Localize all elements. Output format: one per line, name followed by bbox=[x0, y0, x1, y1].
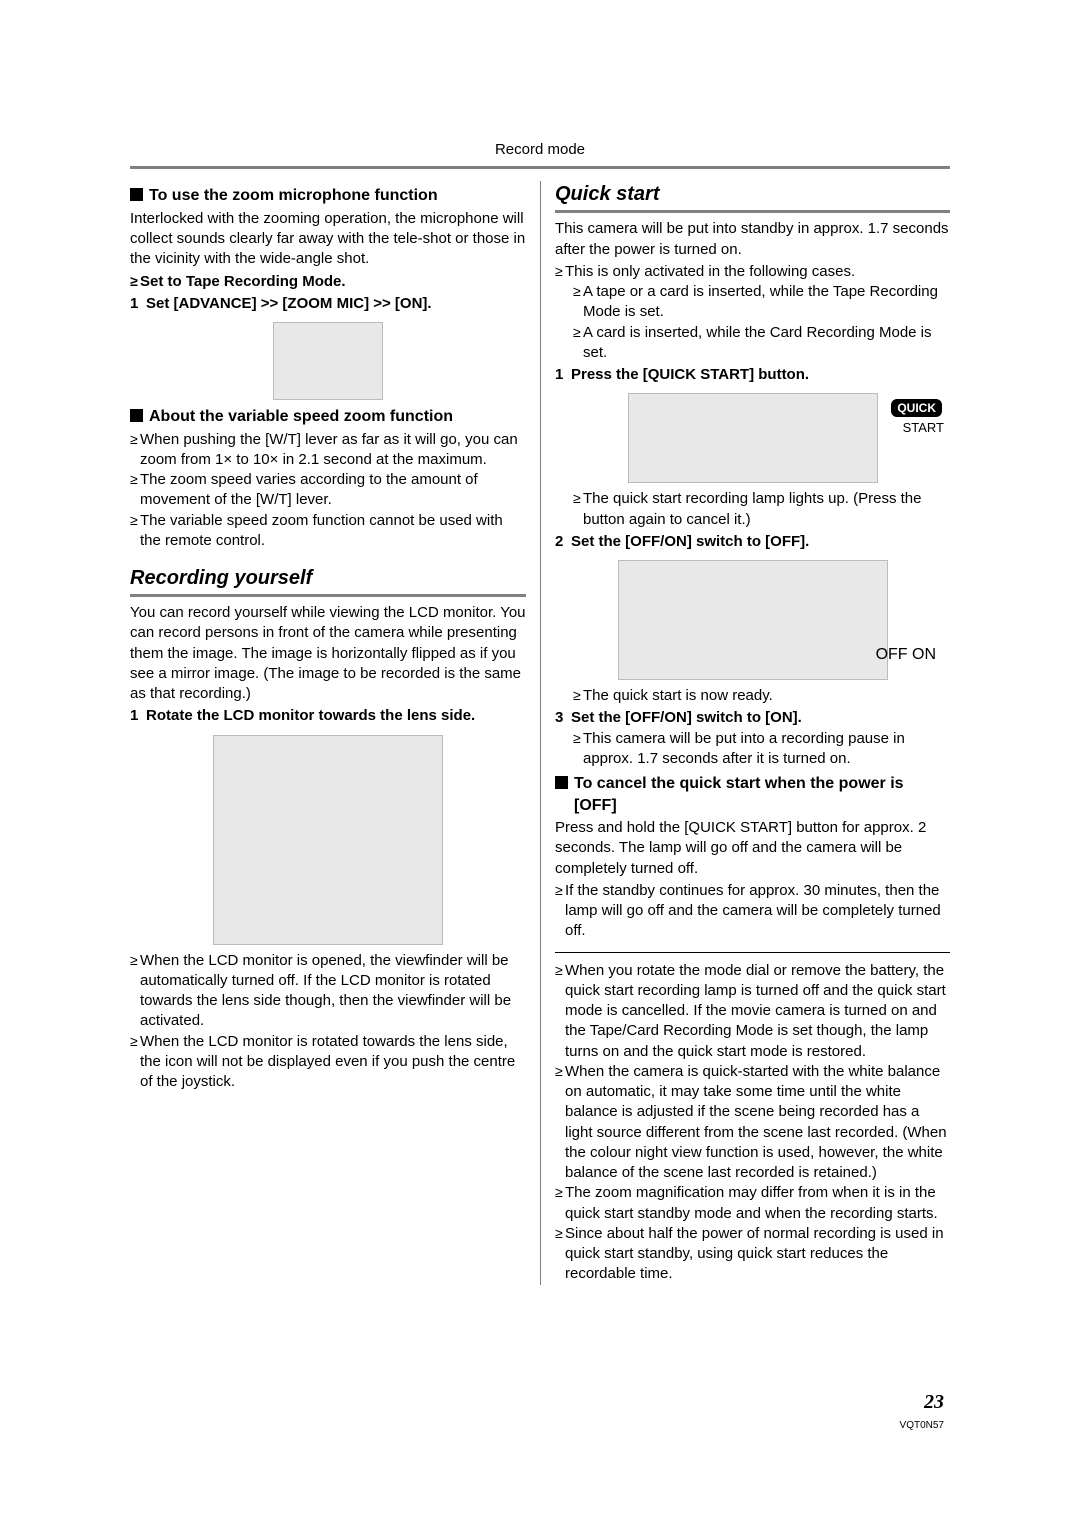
var-zoom-b3: ≥ The variable speed zoom function canno… bbox=[130, 511, 526, 552]
quick-b1b-text: A card is inserted, while the Card Recor… bbox=[583, 323, 950, 364]
zoom-mic-heading-text: To use the zoom microphone function bbox=[149, 185, 438, 207]
right-column: Quick start This camera will be put into… bbox=[540, 181, 950, 1284]
quick-badge-sub: START bbox=[903, 419, 944, 437]
rec-self-b1: ≥ When the LCD monitor is opened, the vi… bbox=[130, 951, 526, 1032]
zoom-mic-heading: To use the zoom microphone function bbox=[130, 185, 526, 207]
doc-code: VQT0N57 bbox=[900, 1419, 944, 1433]
quick-step-3: 3 Set the [OFF/ON] switch to [ON]. bbox=[555, 708, 950, 728]
cancel-b1: ≥ If the standby continues for approx. 3… bbox=[555, 881, 950, 942]
left-column: To use the zoom microphone function Inte… bbox=[130, 181, 540, 1284]
var-zoom-b1: ≥ When pushing the [W/T] lever as far as… bbox=[130, 430, 526, 471]
square-icon bbox=[130, 409, 143, 422]
quick-intro: This camera will be put into standby in … bbox=[555, 219, 950, 260]
cancel-b4: ≥ The zoom magnification may differ from… bbox=[555, 1183, 950, 1224]
step-number: 1 bbox=[130, 706, 146, 726]
cancel-intro: Press and hold the [QUICK START] button … bbox=[555, 818, 950, 879]
quick-b1a-text: A tape or a card is inserted, while the … bbox=[583, 282, 950, 323]
bullet-dot-icon: ≥ bbox=[130, 272, 140, 291]
page-number: 23 bbox=[924, 1389, 944, 1416]
var-zoom-b2: ≥ The zoom speed varies according to the… bbox=[130, 470, 526, 511]
bullet-dot-icon: ≥ bbox=[130, 470, 140, 489]
quick-step-2: 2 Set the [OFF/ON] switch to [OFF]. bbox=[555, 532, 950, 552]
quick-b1: ≥ This is only activated in the followin… bbox=[555, 262, 950, 282]
bullet-dot-icon: ≥ bbox=[555, 1224, 565, 1243]
bullet-dot-icon: ≥ bbox=[130, 951, 140, 970]
quick-s2-b: ≥ The quick start is now ready. bbox=[555, 686, 950, 706]
quick-s1-b-text: The quick start recording lamp lights up… bbox=[583, 489, 950, 530]
bullet-dot-icon: ≥ bbox=[555, 1183, 565, 1202]
step-text: Press the [QUICK START] button. bbox=[571, 365, 950, 385]
divider-rule bbox=[555, 952, 950, 953]
quick-illustration-1 bbox=[628, 393, 878, 483]
zoom-mic-step-1: 1 Set [ADVANCE] >> [ZOOM MIC] >> [ON]. bbox=[130, 294, 526, 314]
cancel-quick-heading: To cancel the quick start when the power… bbox=[555, 773, 950, 816]
quick-start-title: Quick start bbox=[555, 181, 950, 213]
bullet-dot-icon: ≥ bbox=[130, 430, 140, 449]
quick-s3-b: ≥ This camera will be put into a recordi… bbox=[555, 729, 950, 770]
step-number: 1 bbox=[130, 294, 146, 314]
cancel-quick-heading-text: To cancel the quick start when the power… bbox=[574, 773, 950, 816]
off-on-label: OFF ON bbox=[876, 644, 936, 666]
quick-b1a: ≥ A tape or a card is inserted, while th… bbox=[555, 282, 950, 323]
bullet-dot-icon: ≥ bbox=[573, 686, 583, 705]
square-icon bbox=[130, 188, 143, 201]
zoom-mic-bullet-text: Set to Tape Recording Mode. bbox=[140, 272, 526, 292]
bullet-dot-icon: ≥ bbox=[555, 1062, 565, 1081]
quick-illustration-1-wrap: QUICK START bbox=[555, 393, 950, 483]
cancel-b2-text: When you rotate the mode dial or remove … bbox=[565, 961, 950, 1062]
step-number: 2 bbox=[555, 532, 571, 552]
header-title: Record mode bbox=[130, 140, 950, 160]
quick-b1b: ≥ A card is inserted, while the Card Rec… bbox=[555, 323, 950, 364]
step-text: Set [ADVANCE] >> [ZOOM MIC] >> [ON]. bbox=[146, 294, 526, 314]
recording-yourself-title: Recording yourself bbox=[130, 565, 526, 597]
content-columns: To use the zoom microphone function Inte… bbox=[130, 181, 950, 1284]
quick-s1-b: ≥ The quick start recording lamp lights … bbox=[555, 489, 950, 530]
bullet-dot-icon: ≥ bbox=[555, 262, 565, 281]
bullet-dot-icon: ≥ bbox=[555, 881, 565, 900]
bullet-dot-icon: ≥ bbox=[130, 511, 140, 530]
rec-self-b2: ≥ When the LCD monitor is rotated toward… bbox=[130, 1032, 526, 1093]
bullet-dot-icon: ≥ bbox=[573, 282, 583, 301]
var-zoom-b3-text: The variable speed zoom function cannot … bbox=[140, 511, 526, 552]
quick-s3-b-text: This camera will be put into a recording… bbox=[583, 729, 950, 770]
cancel-b2: ≥ When you rotate the mode dial or remov… bbox=[555, 961, 950, 1062]
cancel-b1-text: If the standby continues for approx. 30 … bbox=[565, 881, 950, 942]
var-zoom-heading-text: About the variable speed zoom function bbox=[149, 406, 453, 428]
square-icon bbox=[555, 776, 568, 789]
step-number: 1 bbox=[555, 365, 571, 385]
bullet-dot-icon: ≥ bbox=[573, 729, 583, 748]
cancel-b4-text: The zoom magnification may differ from w… bbox=[565, 1183, 950, 1224]
quick-b1-text: This is only activated in the following … bbox=[565, 262, 950, 282]
bullet-dot-icon: ≥ bbox=[573, 323, 583, 342]
zoom-mic-illustration bbox=[273, 322, 383, 400]
header-rule bbox=[130, 166, 950, 169]
quick-illustration-2-wrap: OFF ON bbox=[555, 560, 950, 680]
cancel-b3: ≥ When the camera is quick-started with … bbox=[555, 1062, 950, 1184]
step-text: Set the [OFF/ON] switch to [ON]. bbox=[571, 708, 950, 728]
cancel-b3-text: When the camera is quick-started with th… bbox=[565, 1062, 950, 1184]
quick-step-1: 1 Press the [QUICK START] button. bbox=[555, 365, 950, 385]
step-text: Set the [OFF/ON] switch to [OFF]. bbox=[571, 532, 950, 552]
var-zoom-heading: About the variable speed zoom function bbox=[130, 406, 526, 428]
bullet-dot-icon: ≥ bbox=[555, 961, 565, 980]
step-text: Rotate the LCD monitor towards the lens … bbox=[146, 706, 526, 726]
rec-self-intro: You can record yourself while viewing th… bbox=[130, 603, 526, 704]
rec-self-step-1: 1 Rotate the LCD monitor towards the len… bbox=[130, 706, 526, 726]
cancel-b5: ≥ Since about half the power of normal r… bbox=[555, 1224, 950, 1285]
zoom-mic-intro: Interlocked with the zooming operation, … bbox=[130, 209, 526, 270]
quick-illustration-2 bbox=[618, 560, 888, 680]
bullet-dot-icon: ≥ bbox=[130, 1032, 140, 1051]
rec-self-illustration bbox=[213, 735, 443, 945]
var-zoom-b1-text: When pushing the [W/T] lever as far as i… bbox=[140, 430, 526, 471]
step-number: 3 bbox=[555, 708, 571, 728]
rec-self-b2-text: When the LCD monitor is rotated towards … bbox=[140, 1032, 526, 1093]
var-zoom-b2-text: The zoom speed varies according to the a… bbox=[140, 470, 526, 511]
quick-s2-b-text: The quick start is now ready. bbox=[583, 686, 950, 706]
cancel-b5-text: Since about half the power of normal rec… bbox=[565, 1224, 950, 1285]
zoom-mic-bullet: ≥ Set to Tape Recording Mode. bbox=[130, 272, 526, 292]
quick-badge: QUICK bbox=[891, 399, 942, 417]
bullet-dot-icon: ≥ bbox=[573, 489, 583, 508]
rec-self-b1-text: When the LCD monitor is opened, the view… bbox=[140, 951, 526, 1032]
